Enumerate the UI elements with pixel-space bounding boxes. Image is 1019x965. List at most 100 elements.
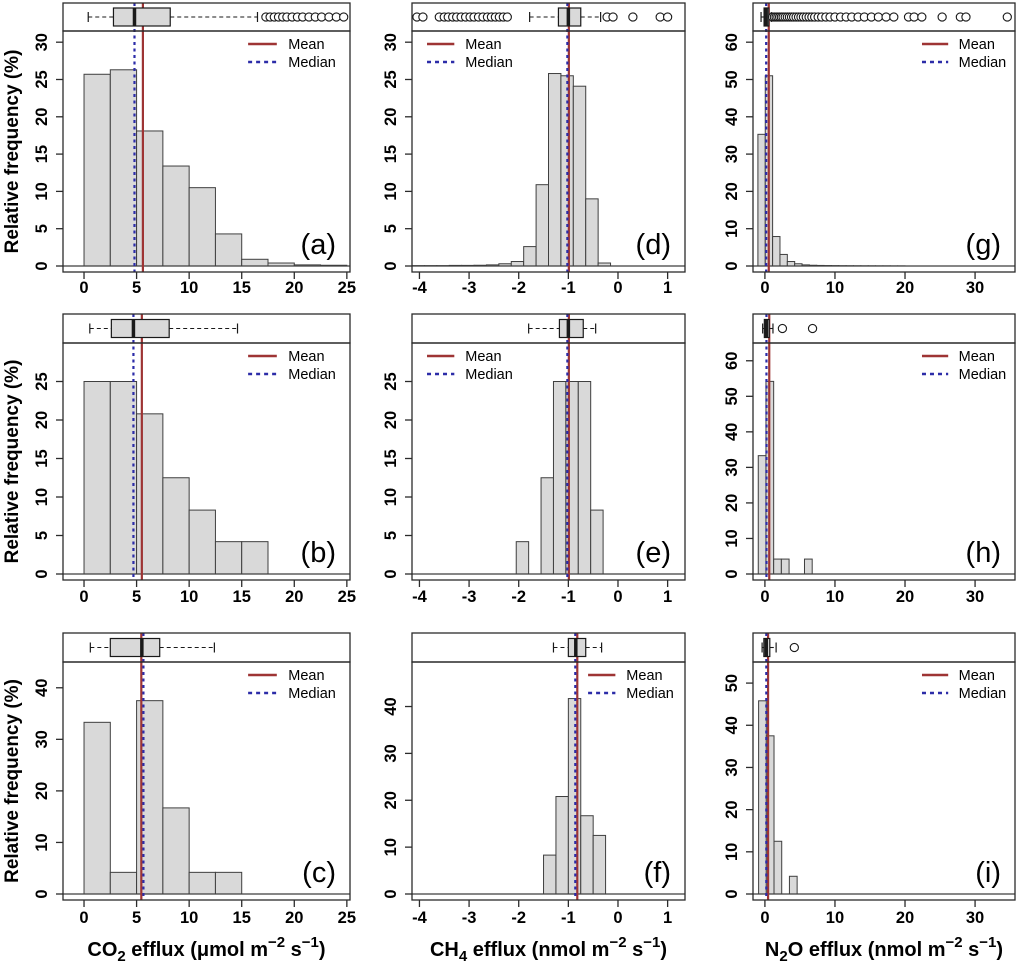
panel-f: -4 -3 -2 -1 0 1 0 10 20 30 40 Mean Median (f) CH4 effl… xyxy=(362,615,692,965)
y-axis-label: Relative frequency (%) xyxy=(2,360,23,564)
x-tick-label: 20 xyxy=(896,588,914,606)
boxplot xyxy=(412,7,673,27)
x-tick-label: -3 xyxy=(462,279,477,297)
histogram-bar xyxy=(803,558,813,575)
legend: Mean Median xyxy=(248,668,336,702)
y-tick-label: 20 xyxy=(723,494,741,512)
y-tick-label: 20 xyxy=(33,411,51,429)
histogram-bar xyxy=(510,261,525,267)
x-tick-label: 15 xyxy=(233,588,251,606)
boxplot xyxy=(89,637,215,658)
legend-median-label: Median xyxy=(959,686,1007,702)
panel-h: 0 10 20 30 0 10 20 30 40 50 60 Mean Median (h) xyxy=(692,305,1019,615)
histogram-bar xyxy=(592,834,607,895)
y-tick-label: 0 xyxy=(723,261,741,270)
y-tick-label: 20 xyxy=(33,782,51,800)
histogram-bar xyxy=(788,875,798,895)
x-axis-title: CH4 efflux (nmol m−2 s−1) xyxy=(430,934,667,965)
boxplot-box xyxy=(109,637,161,658)
x-tick-label: -3 xyxy=(462,588,477,606)
y-tick-label: 25 xyxy=(382,372,400,390)
histogram-bar xyxy=(188,187,216,267)
boxplot-box xyxy=(112,7,171,27)
legend-median-label: Median xyxy=(626,686,674,702)
panel-letter: (i) xyxy=(975,857,1001,889)
x-tick-label: 20 xyxy=(896,279,914,297)
panel-d: -4 -3 -2 -1 0 1 0 5 10 15 20 25 30 Mean Median (d) xyxy=(362,0,692,305)
y-tick-label: 40 xyxy=(723,108,741,126)
y-tick-label: 50 xyxy=(723,674,741,692)
legend-mean-label: Mean xyxy=(959,37,995,53)
x-tick-label: 15 xyxy=(233,279,251,297)
y-axis-label: Relative frequency (%) xyxy=(2,679,23,883)
x-tick-label: 25 xyxy=(338,279,356,297)
outlier-point xyxy=(628,12,638,22)
legend: Mean Median xyxy=(588,668,674,702)
histogram-bars xyxy=(515,381,604,575)
y-tick-label: 10 xyxy=(382,488,400,506)
y-tick-label: 20 xyxy=(382,411,400,429)
x-tick-label: 5 xyxy=(132,588,141,606)
legend: Mean Median xyxy=(427,37,513,71)
panel-letter: (a) xyxy=(301,229,336,261)
x-tick-label: 0 xyxy=(760,279,769,297)
y-tick-label: 5 xyxy=(33,531,51,540)
y-tick-label: 40 xyxy=(382,697,400,715)
histogram-bar xyxy=(136,130,164,267)
y-tick-label: 60 xyxy=(723,33,741,51)
y-tick-label: 30 xyxy=(33,730,51,748)
x-tick-label: 10 xyxy=(180,279,198,297)
y-tick-label: 30 xyxy=(723,758,741,776)
panel-i: 0 10 20 30 0 10 20 30 40 50 Mean Median (i) N2O efflu… xyxy=(692,615,1019,965)
panel-letter: (h) xyxy=(966,537,1001,569)
histogram-bar xyxy=(515,541,530,575)
y-tick-label: 10 xyxy=(382,838,400,856)
x-tick-label: -2 xyxy=(511,279,526,297)
boxplot-box xyxy=(558,318,584,339)
x-tick-label: 30 xyxy=(966,588,984,606)
histogram-bar xyxy=(585,198,599,267)
y-tick-label: 60 xyxy=(723,352,741,370)
legend: Mean Median xyxy=(248,349,336,383)
histogram-bar xyxy=(83,721,111,895)
histogram-bar xyxy=(552,381,567,575)
x-tick-label: -2 xyxy=(511,588,526,606)
y-tick-label: 0 xyxy=(382,261,400,270)
y-tick-label: 5 xyxy=(33,224,51,233)
boxplot-box xyxy=(110,318,170,339)
histogram-bar xyxy=(757,133,766,267)
histogram-bar xyxy=(136,413,164,575)
histogram-bar xyxy=(757,455,767,575)
y-tick-label: 20 xyxy=(723,800,741,818)
histogram-bar xyxy=(241,258,269,267)
histogram-bar xyxy=(773,558,782,575)
outlier-point xyxy=(881,12,891,22)
y-tick-label: 10 xyxy=(382,182,400,200)
histogram-panel-border xyxy=(411,661,686,901)
x-tick-label: 20 xyxy=(285,588,303,606)
y-tick-label: 30 xyxy=(33,33,51,51)
x-tick-label: 25 xyxy=(338,909,356,927)
y-tick-label: 0 xyxy=(382,569,400,578)
x-tick-label: 20 xyxy=(285,909,303,927)
x-tick-label: 0 xyxy=(79,588,88,606)
legend-median-label: Median xyxy=(959,55,1007,71)
histogram-bar xyxy=(109,381,138,575)
legend-median-label: Median xyxy=(288,55,336,71)
outlier-point xyxy=(1002,12,1012,22)
y-tick-label: 15 xyxy=(33,449,51,467)
histogram-bar xyxy=(779,253,788,267)
x-tick-label: 0 xyxy=(79,279,88,297)
outlier-point xyxy=(961,12,971,22)
histogram-bar xyxy=(540,477,554,575)
histogram-bars xyxy=(83,69,348,267)
histogram-bar xyxy=(590,509,604,575)
panel-letter: (b) xyxy=(301,537,336,569)
y-tick-label: 50 xyxy=(723,70,741,88)
x-tick-label: -4 xyxy=(412,909,427,927)
y-tick-label: 20 xyxy=(33,108,51,126)
y-tick-label: 30 xyxy=(382,33,400,51)
